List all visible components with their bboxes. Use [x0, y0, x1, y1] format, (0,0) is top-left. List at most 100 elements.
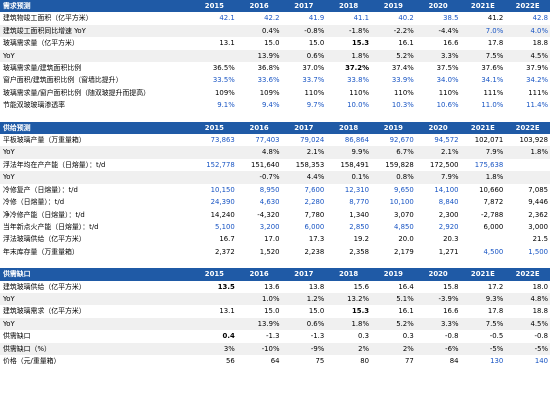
table-row: YoY -0.7% 4.4% 0.1% 0.8% 7.9% 1.8% [0, 171, 550, 184]
table-cell: 13.1 [219, 307, 235, 316]
section-spacer [0, 112, 550, 122]
year-header: 2015 [192, 268, 237, 281]
table-cell: 17.0 [264, 235, 280, 244]
section-title: 供需缺口 [0, 268, 192, 281]
table-cell [192, 49, 237, 63]
table-cell: 7.5% [460, 317, 506, 331]
table-cell: 38.5 [443, 14, 459, 23]
table-cell: 9.4% [261, 101, 280, 110]
table-cell: 9.7% [306, 101, 325, 110]
table-cell: 0.6% [281, 317, 327, 331]
year-header: 2017 [281, 268, 327, 281]
table-cell: 10.0% [347, 101, 369, 110]
table-cell [192, 146, 237, 159]
section-spacer [0, 258, 550, 268]
table-cell: 24,390 [210, 198, 235, 207]
table-cell: 7,600 [304, 185, 325, 194]
table-cell: 0.1% [326, 171, 371, 184]
table-cell: 36.8% [257, 64, 280, 73]
table-cell: 13.5 [217, 282, 235, 291]
table-cell: 9,446 [528, 198, 548, 207]
table-cell: 102,071 [474, 136, 504, 145]
table-cell: 5,100 [215, 222, 235, 231]
table-row: 平板玻璃产量（万重量箱） 73,863 77,403 79,024 86,864 92,6… [0, 134, 550, 146]
year-header: 2019 [371, 268, 416, 281]
row-label: 冷修复产（日熔量）：t/d [3, 185, 78, 194]
table-cell: 2,179 [394, 247, 414, 256]
table-cell: 4,850 [394, 222, 414, 231]
table-row: 玻璃需求量/建筑面积比例 36.5% 36.8% 37.0% 37.2% 37.4% 37.… [0, 62, 550, 74]
table-cell: 103,928 [519, 136, 549, 145]
table-cell: 41.1 [353, 14, 369, 23]
table-cell: 111% [528, 88, 548, 97]
table-cell: 4.5% [505, 49, 550, 63]
table-cell: 37.9% [526, 64, 548, 73]
year-header: 2021E [460, 0, 506, 13]
table-cell: 1.8% [505, 146, 550, 159]
table-cell: 41.9 [308, 14, 325, 23]
table-cell: 73,863 [210, 136, 235, 145]
year-header: 2021E [460, 268, 506, 281]
table-cell: 10,100 [389, 198, 414, 207]
table-cell: 18.0 [532, 282, 548, 291]
table-cell: 40.2 [398, 14, 414, 23]
table-cell: 13.1 [219, 39, 235, 48]
table-cell: -5% [505, 342, 550, 355]
section-title: 需求预测 [0, 0, 192, 13]
table-cell: 16.6 [443, 39, 459, 48]
table-cell: 159,828 [385, 160, 414, 169]
table-cell: 80 [360, 356, 369, 365]
table-cell: 8,950 [259, 185, 280, 194]
spacer-cell [416, 112, 461, 122]
table-cell: 109% [259, 88, 280, 97]
table-row: YoY 13.9% 0.6% 1.8% 5.2% 3.3% 7.5% 4.5% [0, 49, 550, 63]
row-label: 净冷修产能（日熔量）：t/d [3, 210, 85, 219]
spacer-cell [0, 258, 192, 268]
row-label: YoY [0, 292, 192, 306]
spacer-cell [505, 258, 550, 268]
table-cell: 2,372 [215, 247, 235, 256]
year-header: 2016 [236, 0, 282, 13]
row-label: 年末库存量（万重量箱） [3, 247, 79, 256]
section-title: 供给预测 [0, 121, 192, 135]
year-header: 2015 [192, 121, 237, 135]
table-cell: 20.3 [443, 235, 459, 244]
table-cell [192, 292, 237, 306]
row-label: 平板玻璃产量（万重量箱） [3, 136, 86, 145]
table-cell: 7,085 [528, 185, 548, 194]
table-cell: -9% [281, 342, 327, 355]
table-cell: 14,240 [210, 210, 235, 219]
table-cell: 13.6 [264, 282, 280, 291]
spacer-cell [371, 258, 416, 268]
table-cell: 34.0% [436, 76, 459, 85]
section-header: 供给预测 2015 2016 2017 2018 2019 2020 2021E 2022E [0, 121, 550, 135]
row-label: 供需缺口（%） [0, 342, 192, 355]
table-cell: 12,310 [344, 185, 369, 194]
table-row: 浮法玻璃供给（亿平方米） 16.7 17.0 17.3 19.2 20.0 20.3 21.5 [0, 233, 550, 245]
table-cell: 172,500 [430, 160, 459, 169]
table-cell: 8,840 [438, 198, 459, 207]
table-cell: 15.0 [264, 39, 280, 48]
table-row: YoY 4.8% 2.1% 9.9% 6.7% 2.1% 7.9% 1.8% [0, 146, 550, 159]
table-cell: 37.5% [436, 64, 459, 73]
table-cell: 41.2 [487, 14, 504, 23]
table-cell: 86,864 [344, 136, 369, 145]
table-cell: 42.2 [264, 14, 280, 23]
table-cell: 2% [326, 342, 371, 355]
table-cell: 110% [304, 88, 325, 97]
table-cell: -2,788 [481, 210, 504, 219]
table-cell: 1.8% [460, 171, 506, 184]
table-row: 冷修复产（日熔量）：t/d 10,150 8,950 7,600 12,310 9,650… [0, 184, 550, 196]
table-cell [505, 159, 550, 171]
table-row: 供需缺口 0.4 -1.3 -1.3 0.3 0.3 -0.8 -0.5 -0.8 [0, 330, 550, 342]
table-cell: -0.8 [445, 332, 459, 341]
table-cell: 2.1% [281, 146, 327, 159]
table-cell: -4.4% [415, 24, 461, 38]
table-cell [461, 233, 506, 245]
table-cell: -1.3 [266, 332, 280, 341]
table-cell: 0.3 [402, 332, 414, 341]
table-cell: 152,778 [206, 160, 235, 169]
table-cell: 2,280 [304, 198, 325, 207]
row-label: 当年新点火产能（日熔量）：t/d [3, 222, 99, 231]
table-cell: 0.4% [236, 24, 282, 38]
